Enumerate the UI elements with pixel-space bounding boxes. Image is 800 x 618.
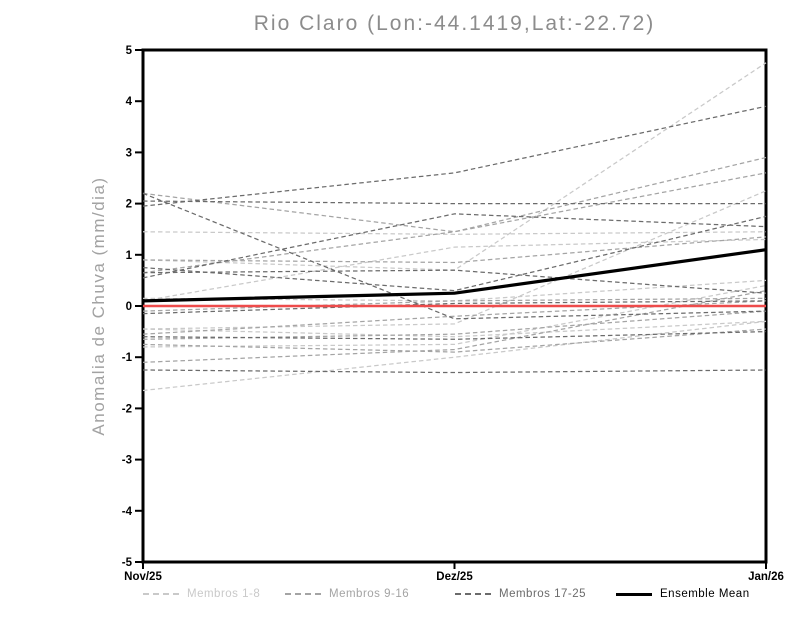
member-line xyxy=(142,320,767,338)
member-line xyxy=(142,213,767,279)
member-lines-group xyxy=(142,62,767,392)
x-ticks-group: Nov/25 Dez/25 Jan/26 xyxy=(124,562,784,583)
ensemble-mean-line xyxy=(142,248,767,303)
chart-title: Rio Claro (Lon:-44.1419,Lat:-22.72) xyxy=(253,12,656,35)
x-tick-label: Nov/25 xyxy=(124,571,162,583)
legend-entry-membros-1-8: Membros 1-8 xyxy=(143,588,260,600)
y-tick-label: 2 xyxy=(126,199,132,211)
member-line xyxy=(142,300,767,315)
member-line xyxy=(142,297,767,312)
x-tick-label: Dez/25 xyxy=(436,571,473,583)
legend-line-sample xyxy=(285,593,321,595)
member-line xyxy=(142,369,767,374)
y-tick-label: -5 xyxy=(122,557,133,569)
member-line xyxy=(142,105,767,207)
member-line xyxy=(142,190,767,330)
member-line xyxy=(142,328,767,353)
y-tick-label: 5 xyxy=(126,45,133,57)
y-tick-label: 3 xyxy=(126,147,132,159)
member-line xyxy=(142,290,767,363)
member-line xyxy=(142,156,767,274)
member-line xyxy=(142,215,767,292)
legend-line-sample xyxy=(143,593,179,595)
y-tick-label: -3 xyxy=(122,455,132,467)
member-line xyxy=(142,238,767,302)
y-tick-label: -2 xyxy=(122,403,132,415)
y-tick-label: 4 xyxy=(126,96,133,108)
legend-entry-ensemble-mean: Ensemble Mean xyxy=(616,588,750,600)
y-tick-label: -4 xyxy=(122,506,133,518)
legend-line-sample xyxy=(455,593,491,595)
legend-line-sample xyxy=(616,592,652,596)
member-line xyxy=(142,284,767,348)
member-line xyxy=(142,236,767,264)
member-line xyxy=(142,310,767,340)
member-line xyxy=(142,330,767,340)
y-ticks-group: 5 4 3 2 1 0 -1 -2 -3 -4 -5 xyxy=(122,45,143,569)
legend-label: Membros 1-8 xyxy=(187,588,261,600)
y-tick-label: 1 xyxy=(126,250,133,262)
member-line xyxy=(142,192,767,320)
legend-label: Membros 17-25 xyxy=(499,588,587,600)
member-line xyxy=(142,269,767,294)
legend-entry-membros-9-16: Membros 9-16 xyxy=(285,588,409,600)
x-tick-label: Jan/26 xyxy=(748,571,784,583)
legend-label: Ensemble Mean xyxy=(660,588,750,600)
legend-entry-membros-17-25: Membros 17-25 xyxy=(455,588,586,600)
legend-label: Membros 9-16 xyxy=(329,588,410,600)
y-tick-label: 0 xyxy=(126,301,132,313)
member-line xyxy=(142,200,766,205)
y-tick-label: -1 xyxy=(122,352,133,364)
member-line xyxy=(142,172,767,233)
member-line xyxy=(142,231,767,235)
